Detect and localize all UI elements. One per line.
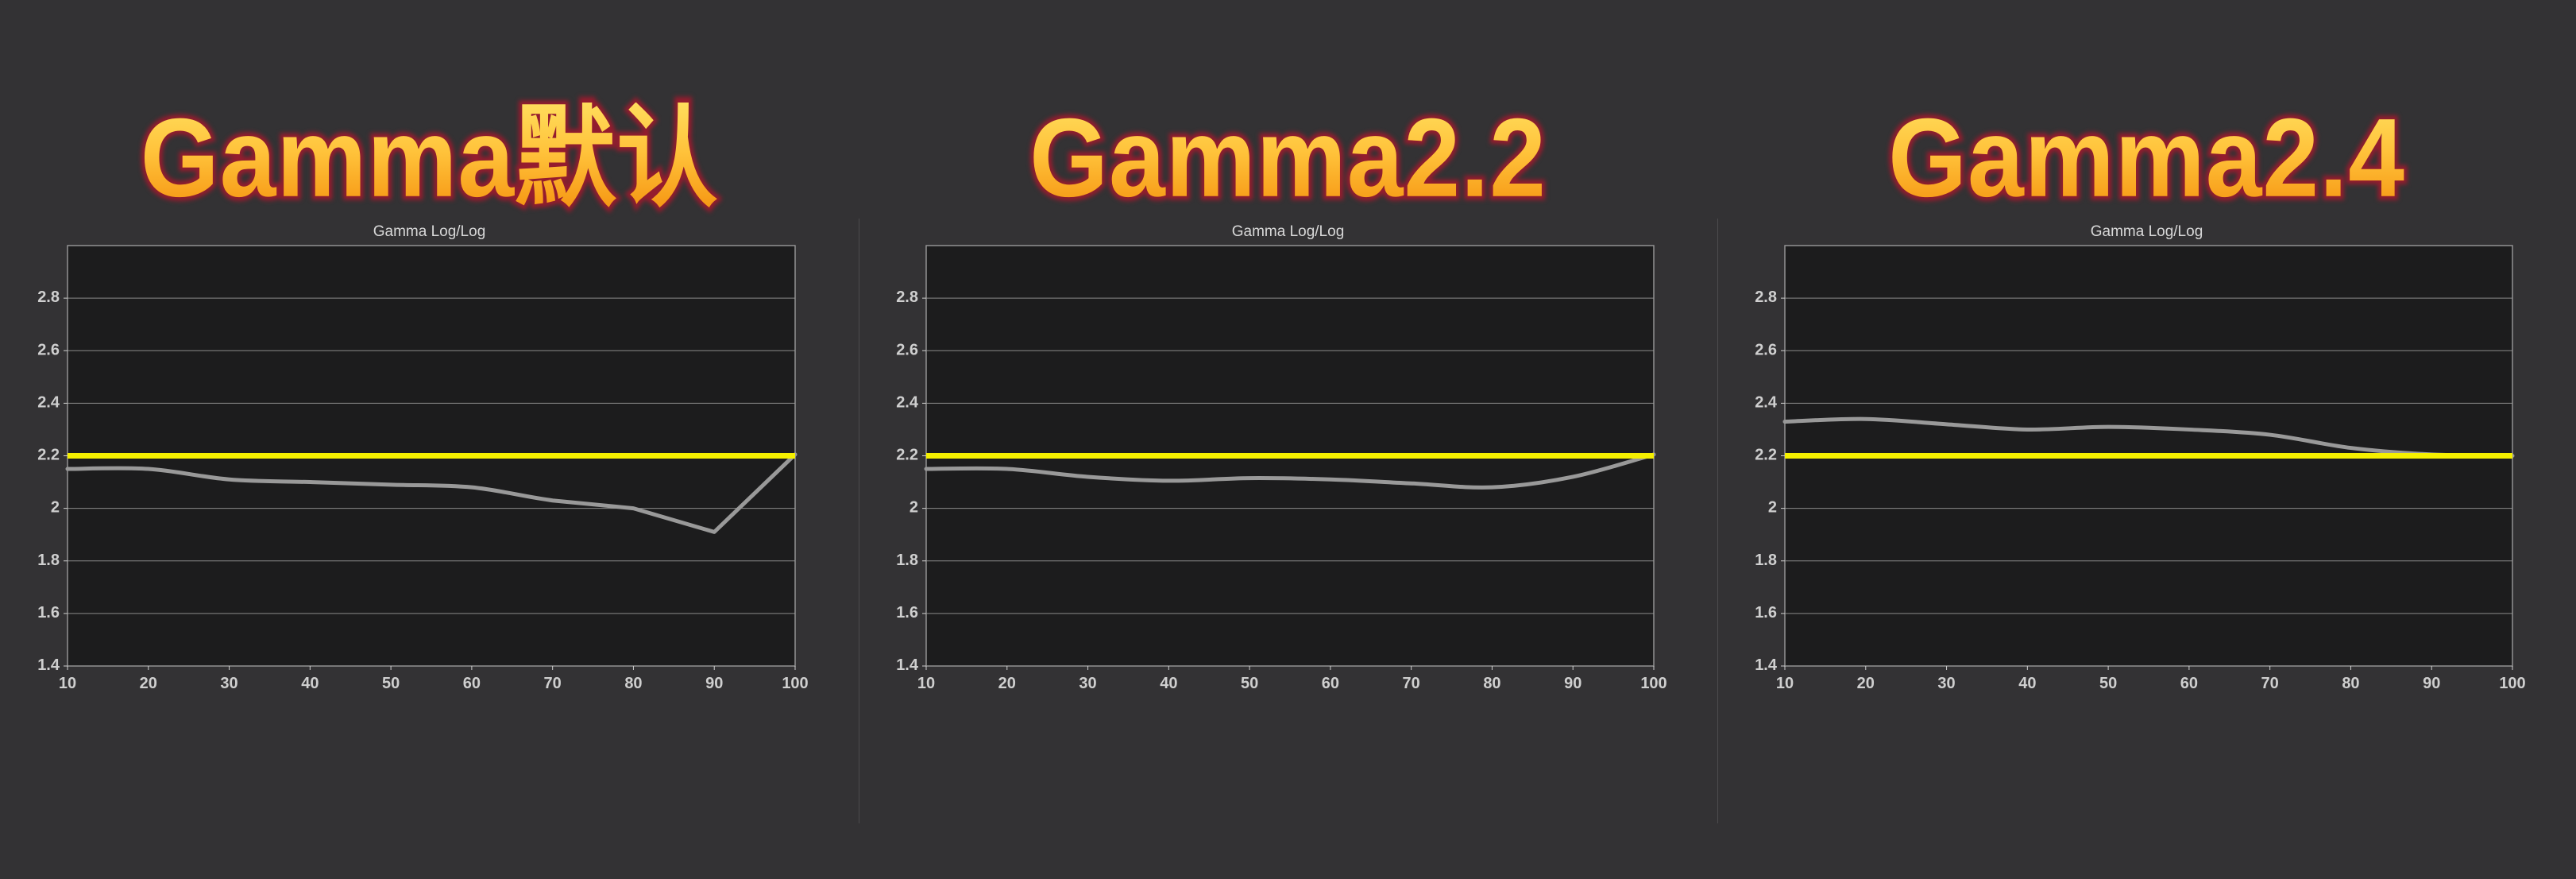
svg-text:40: 40 <box>2018 675 2036 692</box>
svg-text:2.2: 2.2 <box>896 447 918 464</box>
svg-text:2.8: 2.8 <box>1755 288 1777 306</box>
svg-text:2.2: 2.2 <box>37 447 60 464</box>
svg-text:2.8: 2.8 <box>896 288 918 306</box>
svg-text:1.6: 1.6 <box>1755 604 1777 621</box>
svg-text:70: 70 <box>1403 675 1420 692</box>
svg-text:2.4: 2.4 <box>37 393 60 411</box>
svg-text:90: 90 <box>2423 675 2440 692</box>
svg-text:20: 20 <box>140 675 157 692</box>
svg-text:90: 90 <box>705 675 723 692</box>
svg-text:2.6: 2.6 <box>1755 341 1777 358</box>
svg-text:90: 90 <box>1564 675 1582 692</box>
svg-text:2.8: 2.8 <box>37 288 60 306</box>
svg-text:1.4: 1.4 <box>896 656 919 674</box>
svg-text:2.4: 2.4 <box>1755 393 1778 411</box>
svg-text:60: 60 <box>463 675 481 692</box>
svg-text:100: 100 <box>2499 675 2525 692</box>
svg-text:50: 50 <box>2099 675 2117 692</box>
svg-text:2.2: 2.2 <box>1755 447 1777 464</box>
svg-text:60: 60 <box>2180 675 2198 692</box>
svg-text:80: 80 <box>1483 675 1500 692</box>
svg-text:70: 70 <box>544 675 562 692</box>
svg-text:30: 30 <box>1937 675 1955 692</box>
svg-text:40: 40 <box>301 675 319 692</box>
svg-text:50: 50 <box>382 675 400 692</box>
svg-text:10: 10 <box>59 675 76 692</box>
svg-text:10: 10 <box>1776 675 1794 692</box>
svg-text:60: 60 <box>1322 675 1339 692</box>
svg-text:1.8: 1.8 <box>896 552 918 569</box>
svg-text:100: 100 <box>782 675 808 692</box>
svg-text:30: 30 <box>1079 675 1096 692</box>
svg-text:1.4: 1.4 <box>1755 656 1778 674</box>
svg-text:30: 30 <box>220 675 238 692</box>
svg-text:1.8: 1.8 <box>37 552 60 569</box>
svg-text:2: 2 <box>1768 499 1777 517</box>
svg-text:1.6: 1.6 <box>896 604 918 621</box>
svg-text:100: 100 <box>1640 675 1666 692</box>
svg-text:2.6: 2.6 <box>37 341 60 358</box>
svg-text:80: 80 <box>2342 675 2359 692</box>
svg-text:1.8: 1.8 <box>1755 552 1777 569</box>
svg-text:2.6: 2.6 <box>896 341 918 358</box>
svg-text:20: 20 <box>998 675 1016 692</box>
svg-text:10: 10 <box>917 675 935 692</box>
svg-text:1.6: 1.6 <box>37 604 60 621</box>
svg-text:70: 70 <box>2261 675 2279 692</box>
svg-text:20: 20 <box>1857 675 1875 692</box>
svg-text:2.4: 2.4 <box>896 393 919 411</box>
svg-text:40: 40 <box>1160 675 1177 692</box>
svg-text:50: 50 <box>1241 675 1258 692</box>
svg-text:1.4: 1.4 <box>37 656 60 674</box>
svg-text:2: 2 <box>51 499 60 517</box>
svg-text:2: 2 <box>910 499 918 517</box>
svg-text:80: 80 <box>624 675 642 692</box>
